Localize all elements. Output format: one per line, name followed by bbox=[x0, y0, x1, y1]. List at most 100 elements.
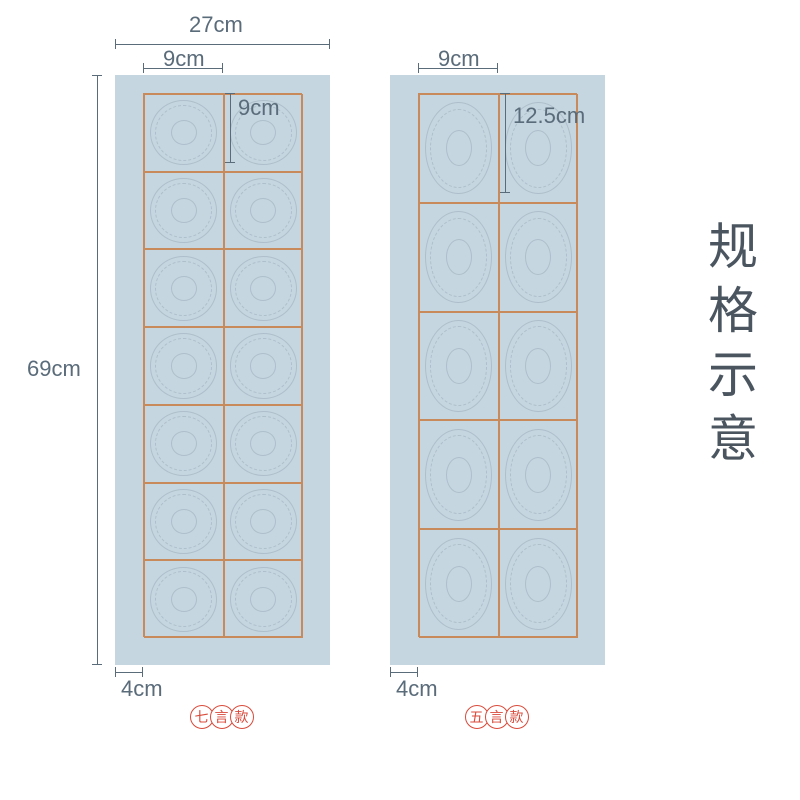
medallion-icon bbox=[230, 411, 297, 476]
dimension-tick bbox=[329, 39, 330, 49]
grid-outer bbox=[418, 93, 577, 637]
dimension-tick bbox=[92, 664, 102, 665]
medallion-icon bbox=[230, 567, 297, 632]
medallion-center bbox=[250, 431, 276, 456]
grid-cell bbox=[224, 405, 304, 483]
grid-cell bbox=[144, 405, 224, 483]
paper-panel bbox=[115, 75, 330, 665]
medallion-center bbox=[171, 120, 197, 145]
medallion-icon bbox=[505, 320, 572, 412]
dimension-line bbox=[115, 44, 330, 45]
medallion-icon bbox=[150, 411, 217, 476]
medallion-center bbox=[446, 239, 472, 275]
medallion-center bbox=[171, 509, 197, 534]
medallion-center bbox=[250, 120, 276, 145]
grid-cell bbox=[419, 529, 499, 638]
medallion-icon bbox=[425, 320, 492, 412]
medallion-center bbox=[171, 431, 197, 456]
badge-char: 款 bbox=[505, 705, 529, 729]
medallion-center bbox=[250, 353, 276, 378]
grid-cell bbox=[499, 420, 579, 529]
grid-cell bbox=[224, 249, 304, 327]
badge-seven: 七言款 bbox=[190, 705, 254, 729]
dimension-tick bbox=[390, 667, 391, 677]
medallion-icon bbox=[230, 489, 297, 554]
medallion-icon bbox=[150, 567, 217, 632]
medallion-icon bbox=[150, 489, 217, 554]
medallion-center bbox=[525, 457, 551, 493]
medallion-center bbox=[525, 130, 551, 166]
dimension-label: 9cm bbox=[238, 95, 280, 121]
page-title: 规格示意 bbox=[693, 220, 765, 476]
grid-cell bbox=[419, 420, 499, 529]
grid-cell bbox=[144, 249, 224, 327]
grid-cell bbox=[144, 560, 224, 638]
medallion-icon bbox=[150, 100, 217, 165]
dimension-tick bbox=[222, 63, 223, 73]
medallion-icon bbox=[425, 102, 492, 194]
grid-cell bbox=[224, 172, 304, 250]
grid-cell bbox=[499, 312, 579, 421]
medallion-center bbox=[171, 587, 197, 612]
medallion-center bbox=[171, 353, 197, 378]
dimension-label: 69cm bbox=[27, 356, 81, 382]
dimension-line bbox=[115, 672, 143, 673]
medallion-center bbox=[446, 348, 472, 384]
badge-five: 五言款 bbox=[465, 705, 529, 729]
medallion-center bbox=[171, 198, 197, 223]
dimension-tick bbox=[225, 162, 235, 163]
dimension-tick bbox=[143, 63, 144, 73]
dimension-line bbox=[418, 68, 498, 69]
medallion-center bbox=[525, 239, 551, 275]
medallion-icon bbox=[230, 333, 297, 398]
medallion-center bbox=[525, 348, 551, 384]
paper-panel bbox=[390, 75, 605, 665]
medallion-icon bbox=[150, 178, 217, 243]
medallion-center bbox=[250, 509, 276, 534]
grid-cell bbox=[224, 483, 304, 561]
dimension-label: 4cm bbox=[121, 676, 163, 702]
medallion-center bbox=[250, 587, 276, 612]
dimension-tick bbox=[92, 75, 102, 76]
medallion-icon bbox=[505, 429, 572, 521]
medallion-icon bbox=[425, 538, 492, 630]
grid-cell bbox=[499, 529, 579, 638]
medallion-center bbox=[525, 566, 551, 602]
dimension-line bbox=[97, 75, 98, 665]
medallion-center bbox=[446, 130, 472, 166]
medallion-icon bbox=[150, 333, 217, 398]
dimension-label: 27cm bbox=[189, 12, 243, 38]
badge-char: 款 bbox=[230, 705, 254, 729]
grid-cell bbox=[144, 94, 224, 172]
dimension-tick bbox=[115, 39, 116, 49]
dimension-tick bbox=[115, 667, 116, 677]
medallion-icon bbox=[230, 178, 297, 243]
medallion-icon bbox=[505, 538, 572, 630]
grid-cell bbox=[499, 203, 579, 312]
grid-cell bbox=[419, 94, 499, 203]
dimension-tick bbox=[500, 93, 510, 94]
dimension-tick bbox=[497, 63, 498, 73]
grid-cell bbox=[144, 483, 224, 561]
dimension-tick bbox=[500, 192, 510, 193]
grid-cell bbox=[144, 172, 224, 250]
grid-cell bbox=[224, 327, 304, 405]
dimension-line bbox=[390, 672, 418, 673]
medallion-center bbox=[250, 198, 276, 223]
medallion-icon bbox=[425, 211, 492, 303]
medallion-center bbox=[446, 457, 472, 493]
medallion-icon bbox=[425, 429, 492, 521]
dimension-line bbox=[505, 93, 506, 193]
dimension-label: 12.5cm bbox=[513, 103, 585, 129]
grid-cell bbox=[144, 327, 224, 405]
dimension-tick bbox=[225, 93, 235, 94]
dimension-label: 4cm bbox=[396, 676, 438, 702]
medallion-center bbox=[250, 276, 276, 301]
grid-cell bbox=[419, 312, 499, 421]
grid-cell bbox=[224, 560, 304, 638]
dimension-line bbox=[143, 68, 223, 69]
dimension-tick bbox=[418, 63, 419, 73]
medallion-center bbox=[171, 276, 197, 301]
medallion-center bbox=[446, 566, 472, 602]
grid-cell bbox=[419, 203, 499, 312]
